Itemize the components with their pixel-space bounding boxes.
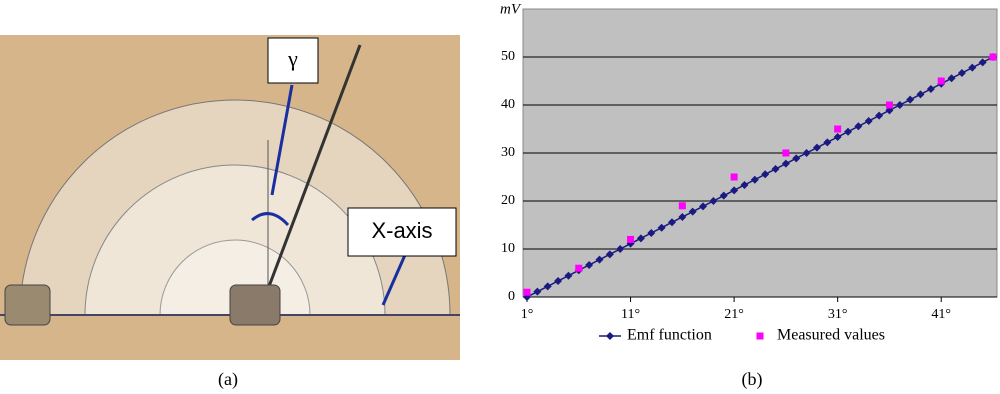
legend-marker (606, 332, 614, 340)
marker (978, 58, 987, 67)
marker (926, 85, 935, 94)
marker (647, 229, 656, 238)
x-tick-label: 11° (621, 307, 640, 322)
marker (688, 207, 697, 216)
marker (875, 111, 884, 120)
gamma-label: γ (287, 46, 298, 71)
sensor-left (4, 284, 51, 326)
marker (667, 218, 676, 227)
legend-label: Emf function (627, 327, 712, 344)
caption: (b) (742, 369, 763, 390)
marker (885, 101, 893, 109)
marker (802, 149, 811, 157)
marker (719, 191, 728, 200)
gamma-arrow (270, 84, 294, 196)
angle-arc (251, 212, 290, 227)
marker (823, 138, 832, 147)
marker (730, 186, 739, 195)
marker (616, 245, 625, 253)
marker (605, 250, 614, 259)
marker (895, 101, 904, 109)
x-axis-label: X-axis (371, 218, 432, 243)
y-tick-label: 40 (501, 97, 515, 112)
marker (564, 271, 573, 280)
x-tick-label: 31° (828, 307, 848, 322)
photo: γ X-axis (0, 35, 460, 360)
gamma-box (267, 37, 319, 84)
sensor (229, 284, 281, 326)
marker (834, 125, 842, 133)
needle (260, 44, 362, 306)
marker (709, 197, 718, 205)
y-axis-label: mV (500, 1, 522, 17)
y-tick-label: 0 (508, 289, 515, 304)
x-tick-label: 21° (724, 307, 744, 322)
marker (864, 116, 873, 125)
marker (595, 255, 604, 264)
marker (833, 133, 842, 142)
axis-arrow (381, 254, 407, 306)
y-tick-label: 10 (501, 241, 515, 256)
marker (533, 287, 542, 296)
marker (636, 234, 645, 243)
y-tick-label: 30 (501, 145, 515, 160)
marker (657, 223, 666, 232)
marker (957, 68, 966, 77)
marker (844, 127, 853, 136)
x-tick-label: 1° (521, 307, 534, 322)
legend-marker (756, 332, 764, 340)
marker (678, 202, 686, 210)
marker (730, 173, 738, 181)
marker (947, 74, 956, 83)
y-tick-label: 20 (501, 193, 515, 208)
marker (916, 90, 925, 99)
marker (782, 149, 790, 157)
marker (699, 202, 708, 211)
marker (750, 175, 759, 184)
marker (554, 277, 563, 286)
marker (968, 63, 977, 72)
y-tick-label: 50 (501, 49, 515, 64)
marker (812, 143, 821, 152)
marker (937, 77, 945, 85)
marker (771, 164, 780, 173)
marker (761, 170, 770, 179)
legend-label: Measured values (777, 327, 885, 344)
x-axis-box (347, 207, 457, 257)
marker (627, 235, 635, 243)
marker (678, 212, 687, 221)
marker (740, 181, 749, 190)
marker (523, 288, 531, 296)
series-line (526, 56, 994, 298)
marker (989, 53, 997, 61)
x-tick-label: 41° (931, 307, 951, 322)
marker (575, 264, 583, 272)
marker (781, 159, 790, 168)
marker (585, 260, 594, 269)
caption: (a) (218, 369, 238, 390)
marker (906, 95, 915, 104)
marker (792, 154, 801, 163)
marker (543, 282, 552, 291)
marker (854, 122, 863, 131)
